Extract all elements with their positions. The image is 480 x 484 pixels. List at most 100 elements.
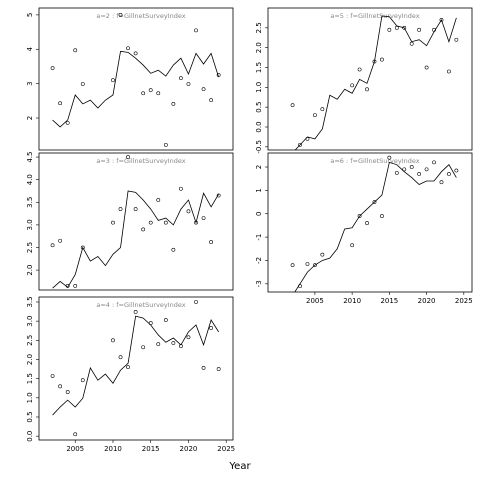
observed-point bbox=[194, 28, 198, 33]
y-tick-label: 5 bbox=[26, 13, 34, 17]
observed-point bbox=[80, 378, 85, 383]
y-tick-label: 4.5 bbox=[26, 151, 34, 162]
plot-area bbox=[290, 155, 459, 292]
x-tick-label: 2020 bbox=[180, 445, 198, 453]
observed-point bbox=[454, 168, 459, 173]
y-tick-label: 2 bbox=[26, 116, 34, 120]
observed-point bbox=[179, 76, 183, 81]
observed-point bbox=[365, 221, 369, 225]
observed-point bbox=[80, 82, 85, 86]
observed-point bbox=[118, 355, 123, 360]
y-tick-label: 2 bbox=[255, 165, 263, 169]
observed-point bbox=[305, 262, 310, 266]
observed-point bbox=[73, 432, 78, 437]
observed-point bbox=[58, 101, 63, 106]
fit-line bbox=[52, 315, 219, 416]
observed-point bbox=[163, 142, 168, 147]
y-tick-label: 2.5 bbox=[26, 242, 34, 253]
observed-point bbox=[447, 172, 451, 176]
x-tick-label: 2005 bbox=[306, 297, 324, 305]
x-tick-label: 2010 bbox=[343, 297, 361, 305]
x-tick-label: 2015 bbox=[380, 297, 398, 305]
observed-point bbox=[194, 220, 198, 225]
plot-area bbox=[290, 15, 459, 150]
panel-frame bbox=[267, 7, 473, 151]
observed-point bbox=[73, 284, 78, 288]
observed-point bbox=[186, 209, 191, 214]
observed-point bbox=[133, 310, 138, 314]
x-tick-label: 2010 bbox=[104, 445, 122, 453]
observed-point bbox=[126, 155, 130, 159]
y-tick-label: 3.0 bbox=[26, 316, 34, 327]
y-tick-label: 3.5 bbox=[26, 197, 34, 208]
observed-point bbox=[402, 25, 407, 30]
observed-point bbox=[424, 65, 429, 70]
observed-point bbox=[387, 27, 392, 32]
observed-point bbox=[156, 91, 161, 96]
observed-point bbox=[50, 66, 55, 71]
fit-line bbox=[52, 50, 220, 128]
observed-point bbox=[350, 83, 355, 88]
observed-point bbox=[439, 180, 444, 185]
plot-area bbox=[50, 12, 221, 147]
observed-point bbox=[298, 142, 302, 147]
observed-point bbox=[201, 216, 206, 221]
observed-point bbox=[447, 69, 451, 74]
observed-point bbox=[290, 263, 295, 268]
fit-line bbox=[294, 161, 457, 292]
y-tick-label: 2.0 bbox=[26, 265, 34, 276]
observed-point bbox=[179, 344, 183, 348]
x-tick-label: 2025 bbox=[217, 445, 235, 453]
observed-point bbox=[298, 284, 302, 289]
observed-point bbox=[141, 227, 146, 232]
observed-point bbox=[313, 113, 317, 117]
observed-point bbox=[305, 136, 310, 141]
observed-point bbox=[148, 321, 153, 325]
observed-point bbox=[209, 326, 214, 330]
observed-point bbox=[65, 120, 70, 125]
observed-point bbox=[171, 102, 176, 106]
observed-point bbox=[156, 342, 161, 347]
observed-point bbox=[50, 374, 55, 378]
observed-point bbox=[171, 247, 176, 252]
x-tick-label: 2015 bbox=[142, 445, 160, 453]
observed-point bbox=[380, 214, 384, 218]
y-tick-label: 0.0 bbox=[26, 431, 34, 442]
observed-point bbox=[409, 165, 414, 169]
panel-title: a=4 : f=GillnetSurveyIndex bbox=[96, 301, 185, 309]
observed-point bbox=[118, 12, 123, 17]
observed-point bbox=[432, 160, 436, 165]
y-tick-label: 3 bbox=[26, 81, 34, 85]
observed-point bbox=[387, 155, 392, 160]
observed-point bbox=[417, 27, 422, 32]
y-tick-label: 2.0 bbox=[26, 354, 34, 365]
panel-frame bbox=[38, 7, 234, 151]
y-tick-label: 0.0 bbox=[255, 121, 263, 132]
observed-point bbox=[432, 27, 436, 32]
observed-point bbox=[111, 338, 115, 343]
observed-point bbox=[394, 25, 399, 30]
plot-area bbox=[50, 155, 221, 289]
fit-line bbox=[52, 190, 220, 289]
observed-point bbox=[50, 243, 55, 248]
observed-point bbox=[111, 220, 115, 225]
x-tick-label: 2005 bbox=[66, 445, 84, 453]
observed-point bbox=[290, 103, 295, 108]
observed-point bbox=[209, 98, 214, 103]
observed-point bbox=[80, 245, 85, 250]
y-tick-label: 2.5 bbox=[255, 22, 263, 33]
panel-frame bbox=[38, 296, 234, 441]
observed-point bbox=[357, 214, 362, 218]
panel-title: a=6 : f=GillnetSurveyIndex bbox=[330, 157, 419, 165]
observed-point bbox=[58, 238, 63, 243]
observed-point bbox=[439, 17, 444, 22]
observed-point bbox=[148, 88, 153, 93]
y-tick-label: 4 bbox=[26, 46, 34, 51]
observed-point bbox=[194, 300, 198, 304]
y-tick-label: 1.5 bbox=[255, 62, 263, 73]
observed-point bbox=[372, 200, 377, 204]
y-tick-label: 0 bbox=[255, 212, 263, 216]
observed-point bbox=[163, 220, 168, 225]
